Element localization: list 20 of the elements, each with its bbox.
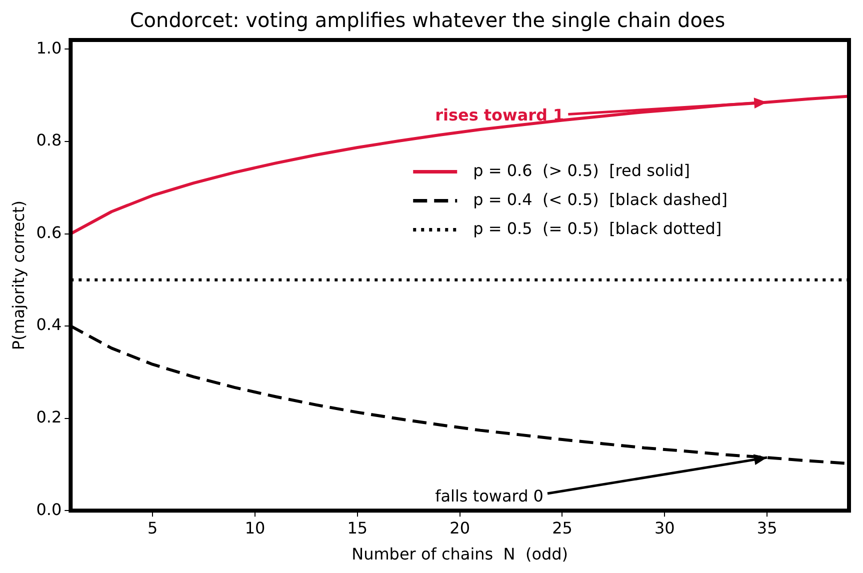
y-tick-label: 0.8 xyxy=(36,130,62,150)
x-tick-label: 10 xyxy=(244,518,266,538)
x-tick-label: 15 xyxy=(347,518,368,538)
y-tick-label: 0.2 xyxy=(36,407,62,426)
x-tick-label: 25 xyxy=(552,518,572,538)
y-tick-label: 1.0 xyxy=(36,38,62,58)
y-axis-title: P(majority correct) xyxy=(8,200,28,350)
y-tick-label: 0.4 xyxy=(36,315,62,334)
x-tick-label: 5 xyxy=(147,518,158,538)
y-tick-label: 0.0 xyxy=(36,500,62,519)
legend-label: p = 0.6 (> 0.5) [red solid] xyxy=(473,160,690,180)
x-tick-label: 35 xyxy=(756,518,778,538)
chart-title: Condorcet: voting amplifies whatever the single chain does xyxy=(130,8,726,32)
y-tick-label: 0.6 xyxy=(36,222,62,242)
x-tick-label: 20 xyxy=(450,518,470,538)
x-tick-label: 30 xyxy=(654,518,675,538)
annotation: falls toward 0 xyxy=(435,486,544,506)
x-axis-title: Number of chains N (odd) xyxy=(352,544,568,564)
legend-label: p = 0.4 (< 0.5) [black dashed] xyxy=(473,190,728,209)
legend-label: p = 0.5 (= 0.5) [black dotted] xyxy=(473,218,722,238)
